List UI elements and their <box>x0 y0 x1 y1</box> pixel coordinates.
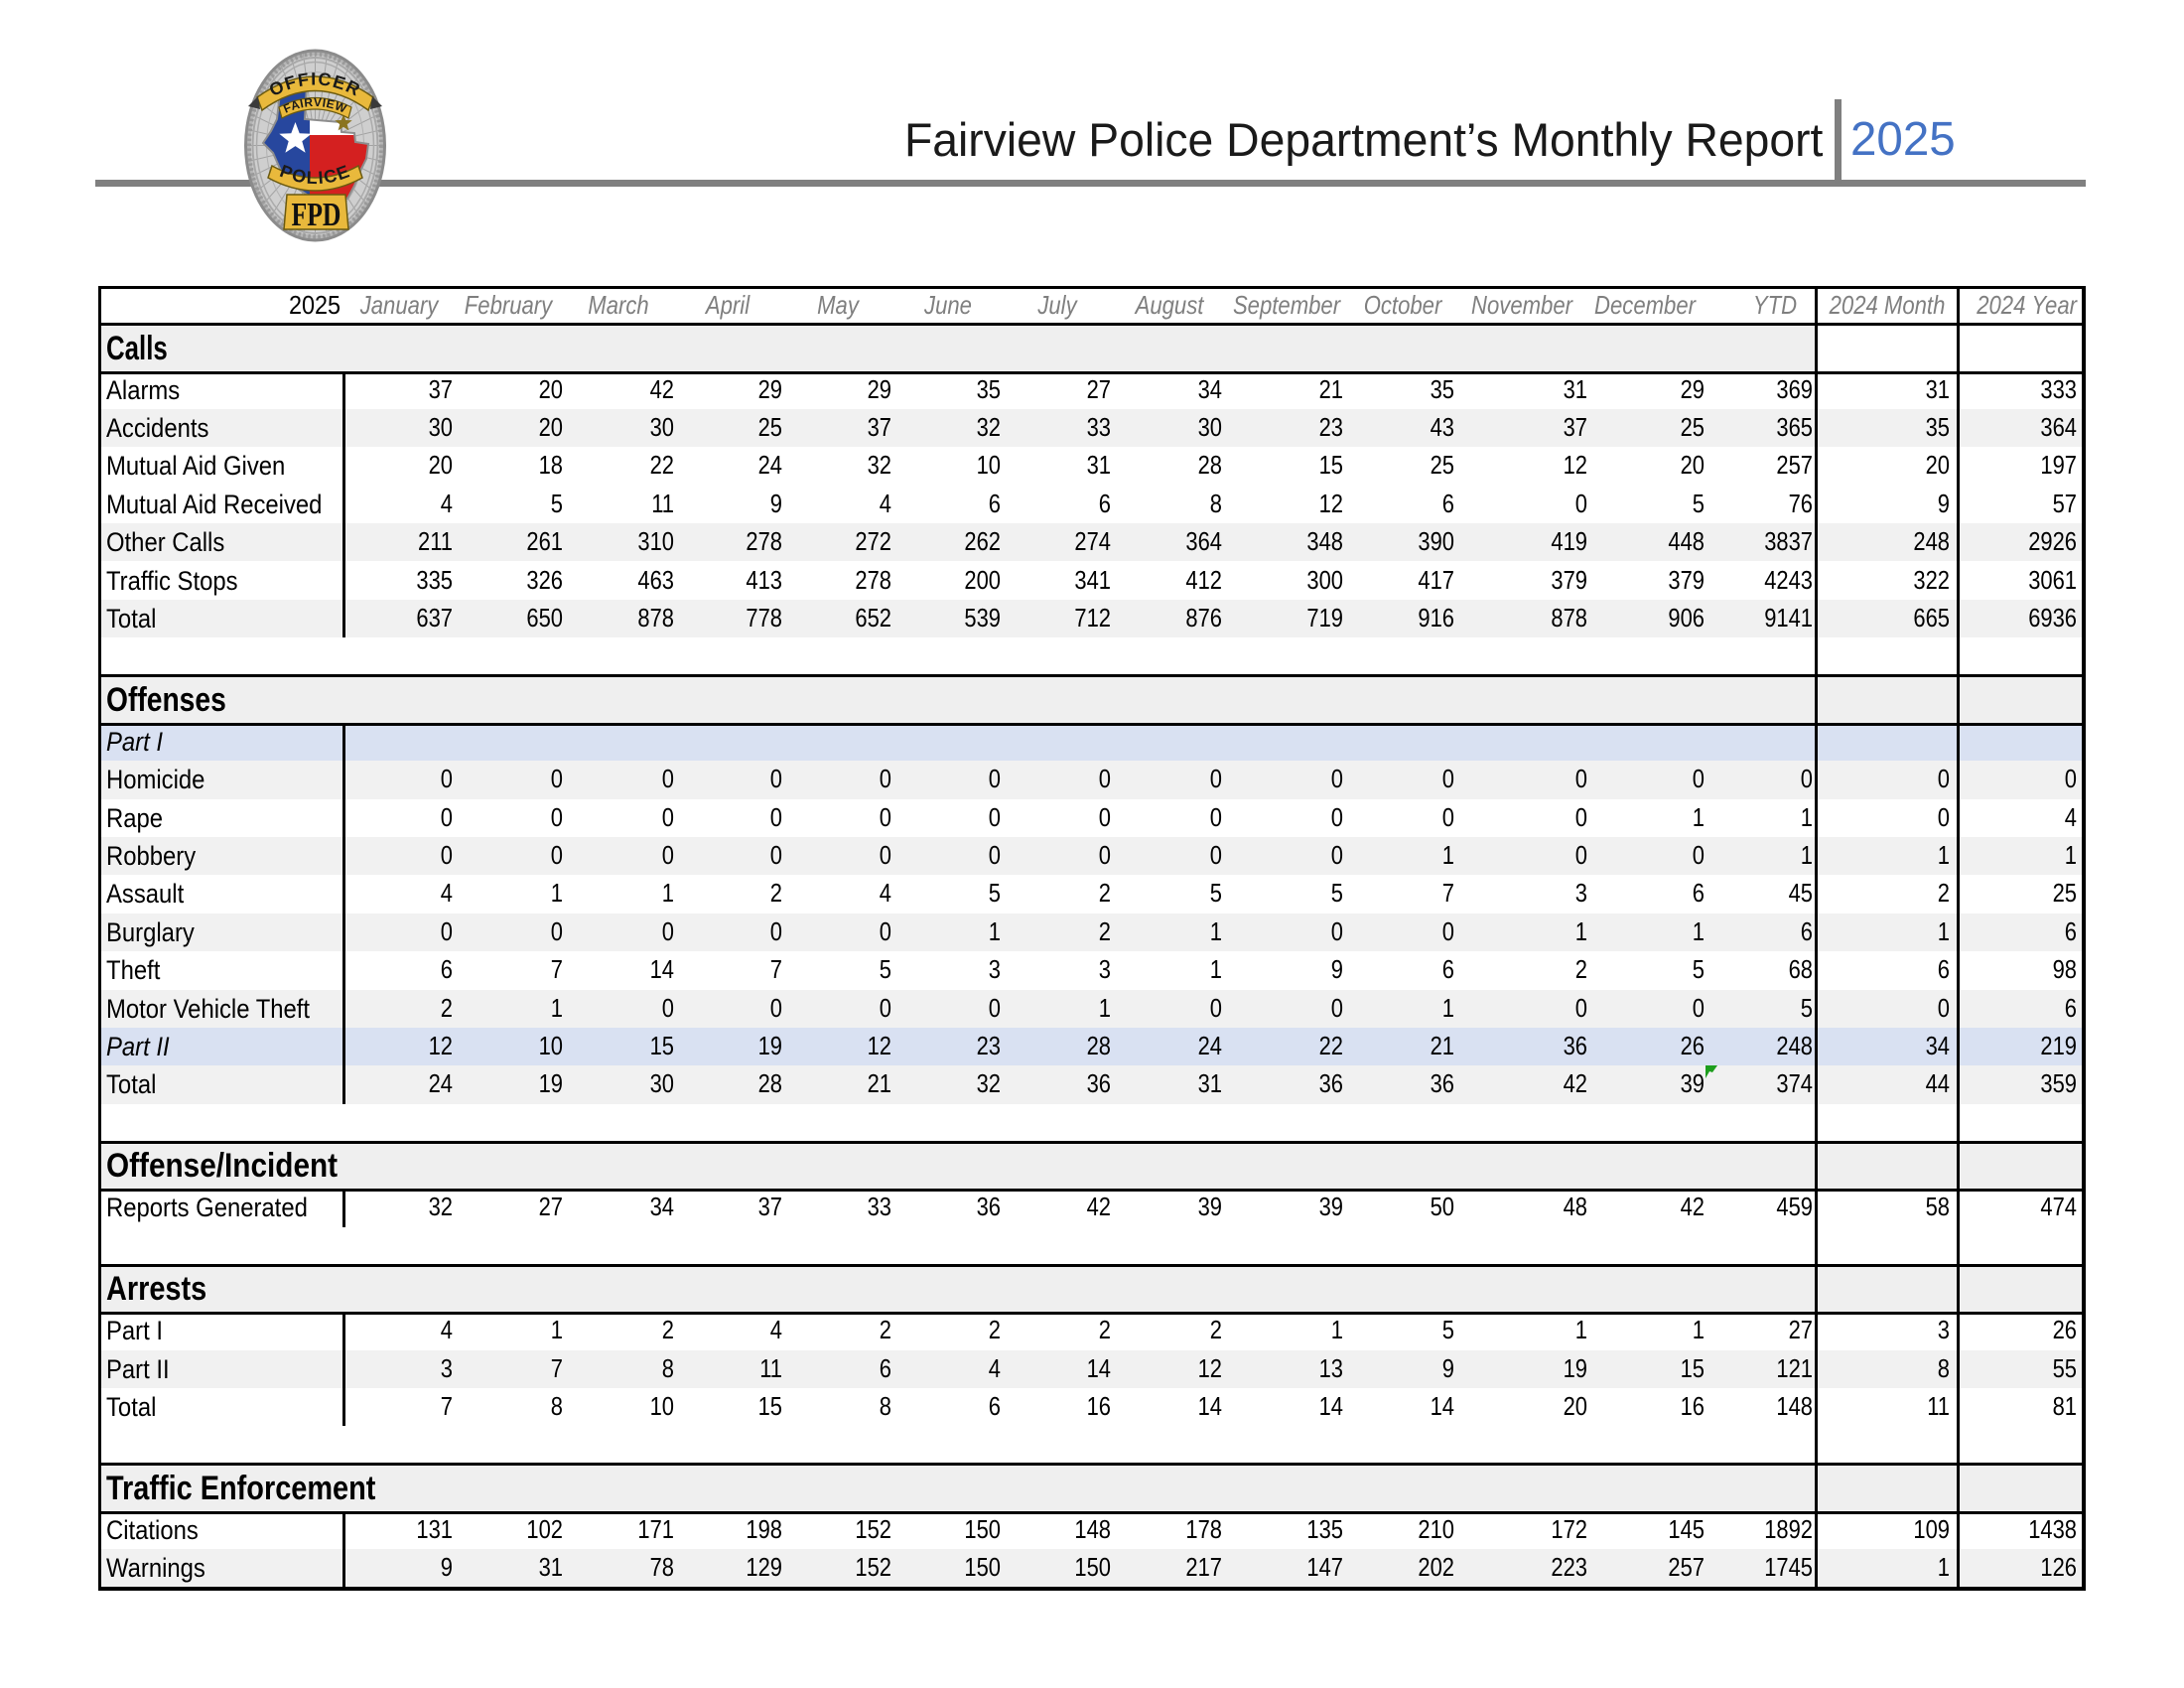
svg-text:FPD: FPD <box>292 197 341 233</box>
svg-text:FAIRVIEW: FAIRVIEW <box>281 95 348 116</box>
